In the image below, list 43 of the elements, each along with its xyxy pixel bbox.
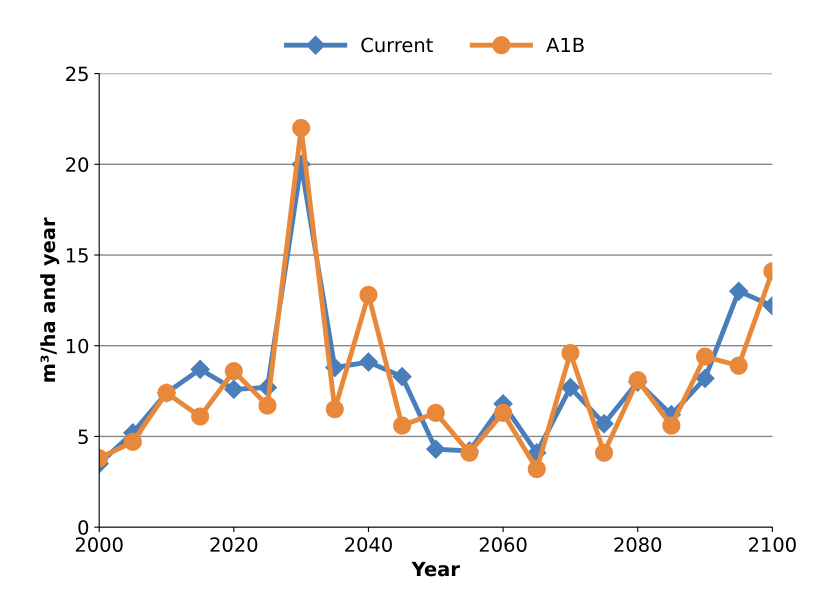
- x-axis-title: Year: [411, 562, 460, 576]
- point: [628, 371, 647, 390]
- point: [426, 440, 446, 459]
- legend-label: Current: [361, 38, 433, 52]
- point: [594, 414, 614, 434]
- y-tick-label: 10: [66, 338, 88, 354]
- point: [729, 282, 748, 301]
- y-tick-label: 5: [78, 430, 88, 444]
- point: [662, 416, 680, 435]
- x-tick-label: 2040: [345, 537, 392, 552]
- x-tick-label: 2000: [76, 537, 123, 552]
- point: [224, 362, 243, 380]
- point: [561, 344, 580, 362]
- point: [560, 378, 580, 397]
- point: [696, 348, 714, 366]
- x-tick-label: 2060: [480, 537, 527, 552]
- point: [528, 460, 546, 478]
- point: [696, 368, 715, 388]
- point: [326, 400, 344, 418]
- y-tick-label: 0: [78, 520, 88, 535]
- point: [730, 356, 748, 375]
- point: [460, 444, 478, 462]
- x-tick-label: 2080: [614, 537, 662, 552]
- x-tick-label: 2100: [749, 537, 796, 552]
- point: [292, 118, 310, 138]
- y-tick-label: 15: [66, 248, 88, 263]
- point: [359, 286, 378, 304]
- point: [393, 416, 412, 435]
- point: [358, 352, 378, 372]
- point: [392, 367, 412, 386]
- y-tick-label: 20: [66, 157, 88, 172]
- y-tick-label: 25: [66, 66, 88, 82]
- y-axis-title: m³/ha and year: [40, 218, 60, 382]
- x-tick-label: 2020: [210, 537, 258, 552]
- point: [190, 360, 210, 379]
- point: [494, 404, 512, 422]
- point: [224, 380, 244, 399]
- point: [426, 404, 445, 422]
- point: [258, 396, 277, 415]
- point: [191, 407, 210, 426]
- legend-label: A1B: [546, 38, 584, 52]
- point: [595, 444, 614, 462]
- point: [124, 432, 142, 451]
